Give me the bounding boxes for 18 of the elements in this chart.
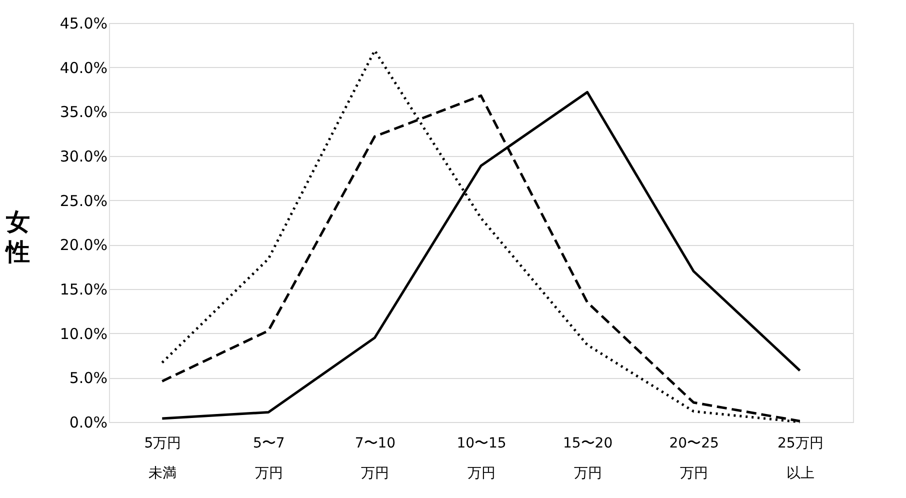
x-tick-label: 20〜25万円 bbox=[669, 436, 719, 482]
y-tick-label: 15.0% bbox=[60, 280, 108, 298]
y-axis-title: 女性 bbox=[4, 208, 30, 266]
y-tick-label: 5.0% bbox=[69, 369, 108, 388]
y-tick-label: 0.0% bbox=[69, 414, 108, 432]
x-tick-label: 10〜15万円 bbox=[456, 436, 506, 482]
y-tick-label: 30.0% bbox=[60, 148, 108, 166]
x-tick-label: 25万円以上 bbox=[777, 436, 824, 482]
y-tick-label: 10.0% bbox=[60, 324, 108, 343]
y-tick-label: 20.0% bbox=[60, 236, 108, 254]
y-tick-label: 40.0% bbox=[60, 58, 108, 77]
x-tick-label: 15〜20万円 bbox=[562, 436, 613, 482]
x-tick-label: 5〜7万円 bbox=[253, 436, 285, 482]
y-tick-label: 35.0% bbox=[60, 103, 108, 122]
x-tick-label: 7〜10万円 bbox=[354, 436, 396, 482]
y-tick-label: 25.0% bbox=[60, 192, 108, 210]
x-tick-label: 5万円未満 bbox=[144, 436, 182, 482]
y-tick-label: 45.0% bbox=[60, 14, 108, 32]
